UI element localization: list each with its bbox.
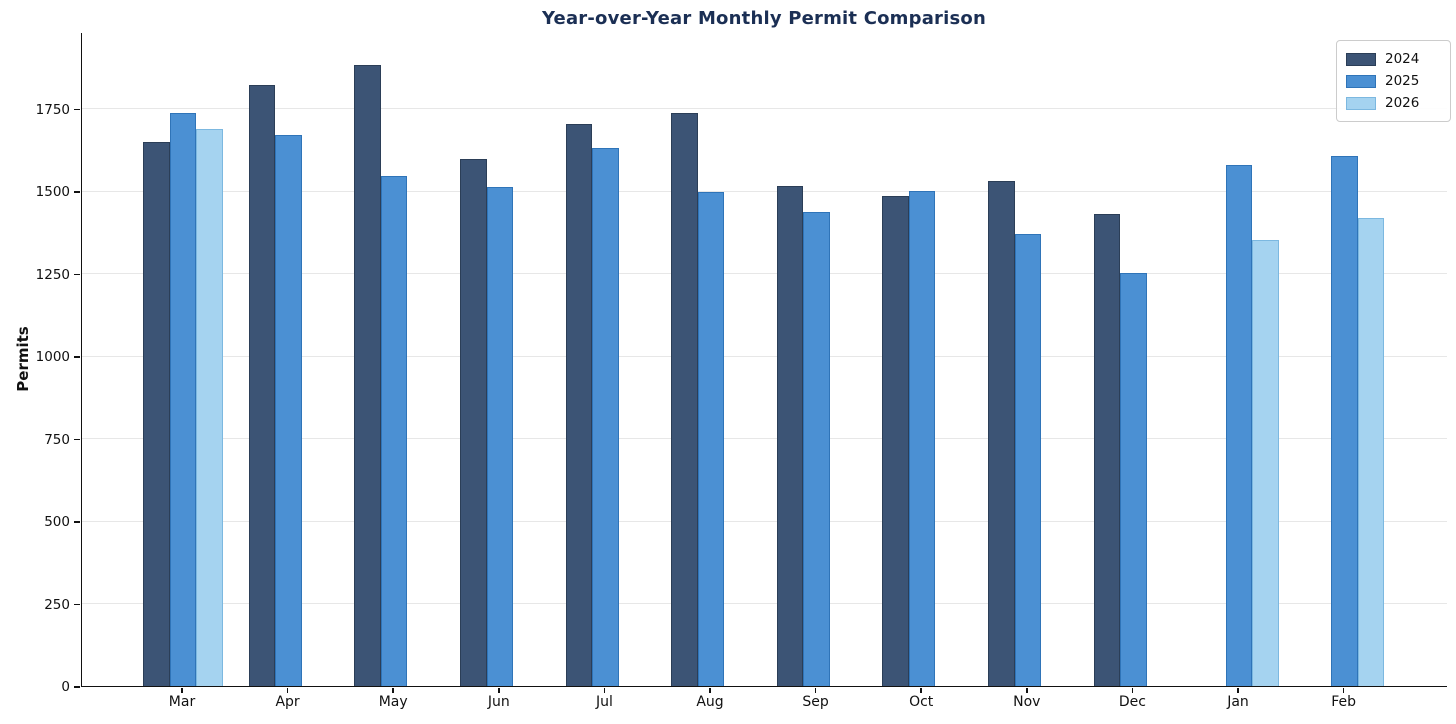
bar-2024-Mar bbox=[143, 141, 170, 686]
bar-2026-Mar bbox=[196, 128, 223, 686]
x-tick-mark-Jun bbox=[498, 688, 500, 693]
y-tick-mark-0 bbox=[74, 686, 80, 688]
bar-2025-Jan bbox=[1225, 164, 1253, 686]
plot-area bbox=[81, 33, 1447, 687]
bar-2026-Feb bbox=[1357, 217, 1385, 686]
gridline-750 bbox=[82, 438, 1447, 440]
gridline-1250 bbox=[82, 273, 1447, 275]
y-tick-label-0: 0 bbox=[61, 679, 70, 695]
legend-label-2026: 2026 bbox=[1385, 95, 1420, 111]
x-tick-label-Jan: Jan bbox=[1227, 694, 1249, 710]
legend-swatch-2025 bbox=[1346, 74, 1376, 88]
y-tick-label-1750: 1750 bbox=[35, 101, 70, 118]
x-tick-mark-Dec bbox=[1131, 688, 1134, 693]
x-tick-label-Feb: Feb bbox=[1331, 694, 1356, 710]
y-tick-label-1250: 1250 bbox=[35, 266, 70, 283]
x-tick-mark-Jul bbox=[603, 688, 606, 693]
bar-2025-May bbox=[380, 176, 408, 686]
x-tick-label-Nov: Nov bbox=[1013, 694, 1041, 710]
bar-2024-Dec bbox=[1093, 213, 1121, 686]
bar-2025-Jun bbox=[486, 187, 514, 686]
bar-2024-Oct bbox=[882, 196, 909, 686]
gridline-250 bbox=[82, 603, 1447, 605]
x-tick-mark-May bbox=[392, 688, 394, 693]
legend: 2024 2025 2026 bbox=[1336, 40, 1451, 122]
bar-2024-Jun bbox=[460, 158, 487, 686]
chart-title: Year-over-Year Monthly Permit Comparison bbox=[541, 8, 987, 29]
x-tick-mark-Aug bbox=[709, 688, 711, 693]
bar-2025-Mar bbox=[169, 112, 197, 686]
y-tick-label-250: 250 bbox=[44, 596, 70, 613]
x-tick-mark-Jan bbox=[1237, 688, 1239, 693]
x-tick-label-Sep: Sep bbox=[802, 694, 829, 710]
bar-2025-Apr bbox=[275, 135, 302, 686]
x-tick-mark-Mar bbox=[181, 688, 183, 693]
legend-item-2024: 2024 bbox=[1346, 48, 1440, 70]
bar-2024-Sep bbox=[776, 185, 804, 686]
y-tick-label-500: 500 bbox=[44, 514, 70, 530]
x-tick-label-Apr: Apr bbox=[275, 694, 300, 710]
y-tick-mark-250 bbox=[74, 603, 80, 606]
y-tick-mark-750 bbox=[74, 438, 80, 441]
y-tick-mark-1250 bbox=[74, 273, 80, 276]
y-tick-mark-1000 bbox=[74, 356, 80, 358]
y-tick-label-1500: 1500 bbox=[35, 184, 70, 201]
gridline-500 bbox=[82, 520, 1447, 522]
gridline-1750 bbox=[82, 108, 1447, 110]
bar-2025-Dec bbox=[1120, 272, 1147, 686]
bar-2024-Jul bbox=[565, 124, 593, 686]
x-tick-mark-Nov bbox=[1026, 688, 1028, 693]
bar-2024-Aug bbox=[671, 112, 698, 686]
bar-2025-Jul bbox=[592, 148, 619, 686]
gridline-1500 bbox=[82, 190, 1447, 192]
y-tick-mark-500 bbox=[74, 521, 80, 523]
x-tick-label-Aug: Aug bbox=[696, 694, 724, 710]
bar-2024-Nov bbox=[988, 181, 1015, 686]
bar-2024-May bbox=[354, 65, 381, 686]
bar-2025-Aug bbox=[697, 192, 725, 686]
x-tick-label-May: May bbox=[378, 694, 408, 710]
x-tick-label-Mar: Mar bbox=[168, 694, 196, 710]
bar-2025-Sep bbox=[803, 211, 830, 686]
bar-2025-Feb bbox=[1331, 156, 1358, 686]
y-tick-label-1000: 1000 bbox=[35, 349, 70, 366]
bar-2024-Apr bbox=[248, 85, 276, 686]
y-tick-label-750: 750 bbox=[44, 431, 70, 448]
y-tick-mark-1500 bbox=[74, 191, 80, 193]
x-tick-label-Dec: Dec bbox=[1118, 694, 1146, 710]
x-tick-label-Jul: Jul bbox=[595, 694, 613, 710]
x-tick-mark-Feb bbox=[1342, 688, 1345, 693]
x-tick-mark-Oct bbox=[920, 688, 922, 693]
legend-item-2026: 2026 bbox=[1346, 92, 1440, 114]
bar-2026-Jan bbox=[1252, 240, 1279, 686]
legend-label-2025: 2025 bbox=[1385, 73, 1420, 89]
legend-swatch-2026 bbox=[1346, 96, 1376, 110]
legend-item-2025: 2025 bbox=[1346, 70, 1440, 92]
x-tick-mark-Apr bbox=[286, 688, 289, 693]
legend-swatch-2024 bbox=[1346, 52, 1376, 66]
bar-2025-Nov bbox=[1014, 234, 1042, 686]
x-tick-label-Oct: Oct bbox=[909, 694, 934, 710]
y-tick-mark-1750 bbox=[74, 108, 80, 111]
x-tick-label-Jun: Jun bbox=[487, 694, 510, 710]
bar-2025-Oct bbox=[908, 191, 936, 686]
gridline-1000 bbox=[82, 355, 1447, 357]
x-tick-mark-Sep bbox=[814, 688, 817, 693]
legend-label-2024: 2024 bbox=[1385, 51, 1420, 67]
